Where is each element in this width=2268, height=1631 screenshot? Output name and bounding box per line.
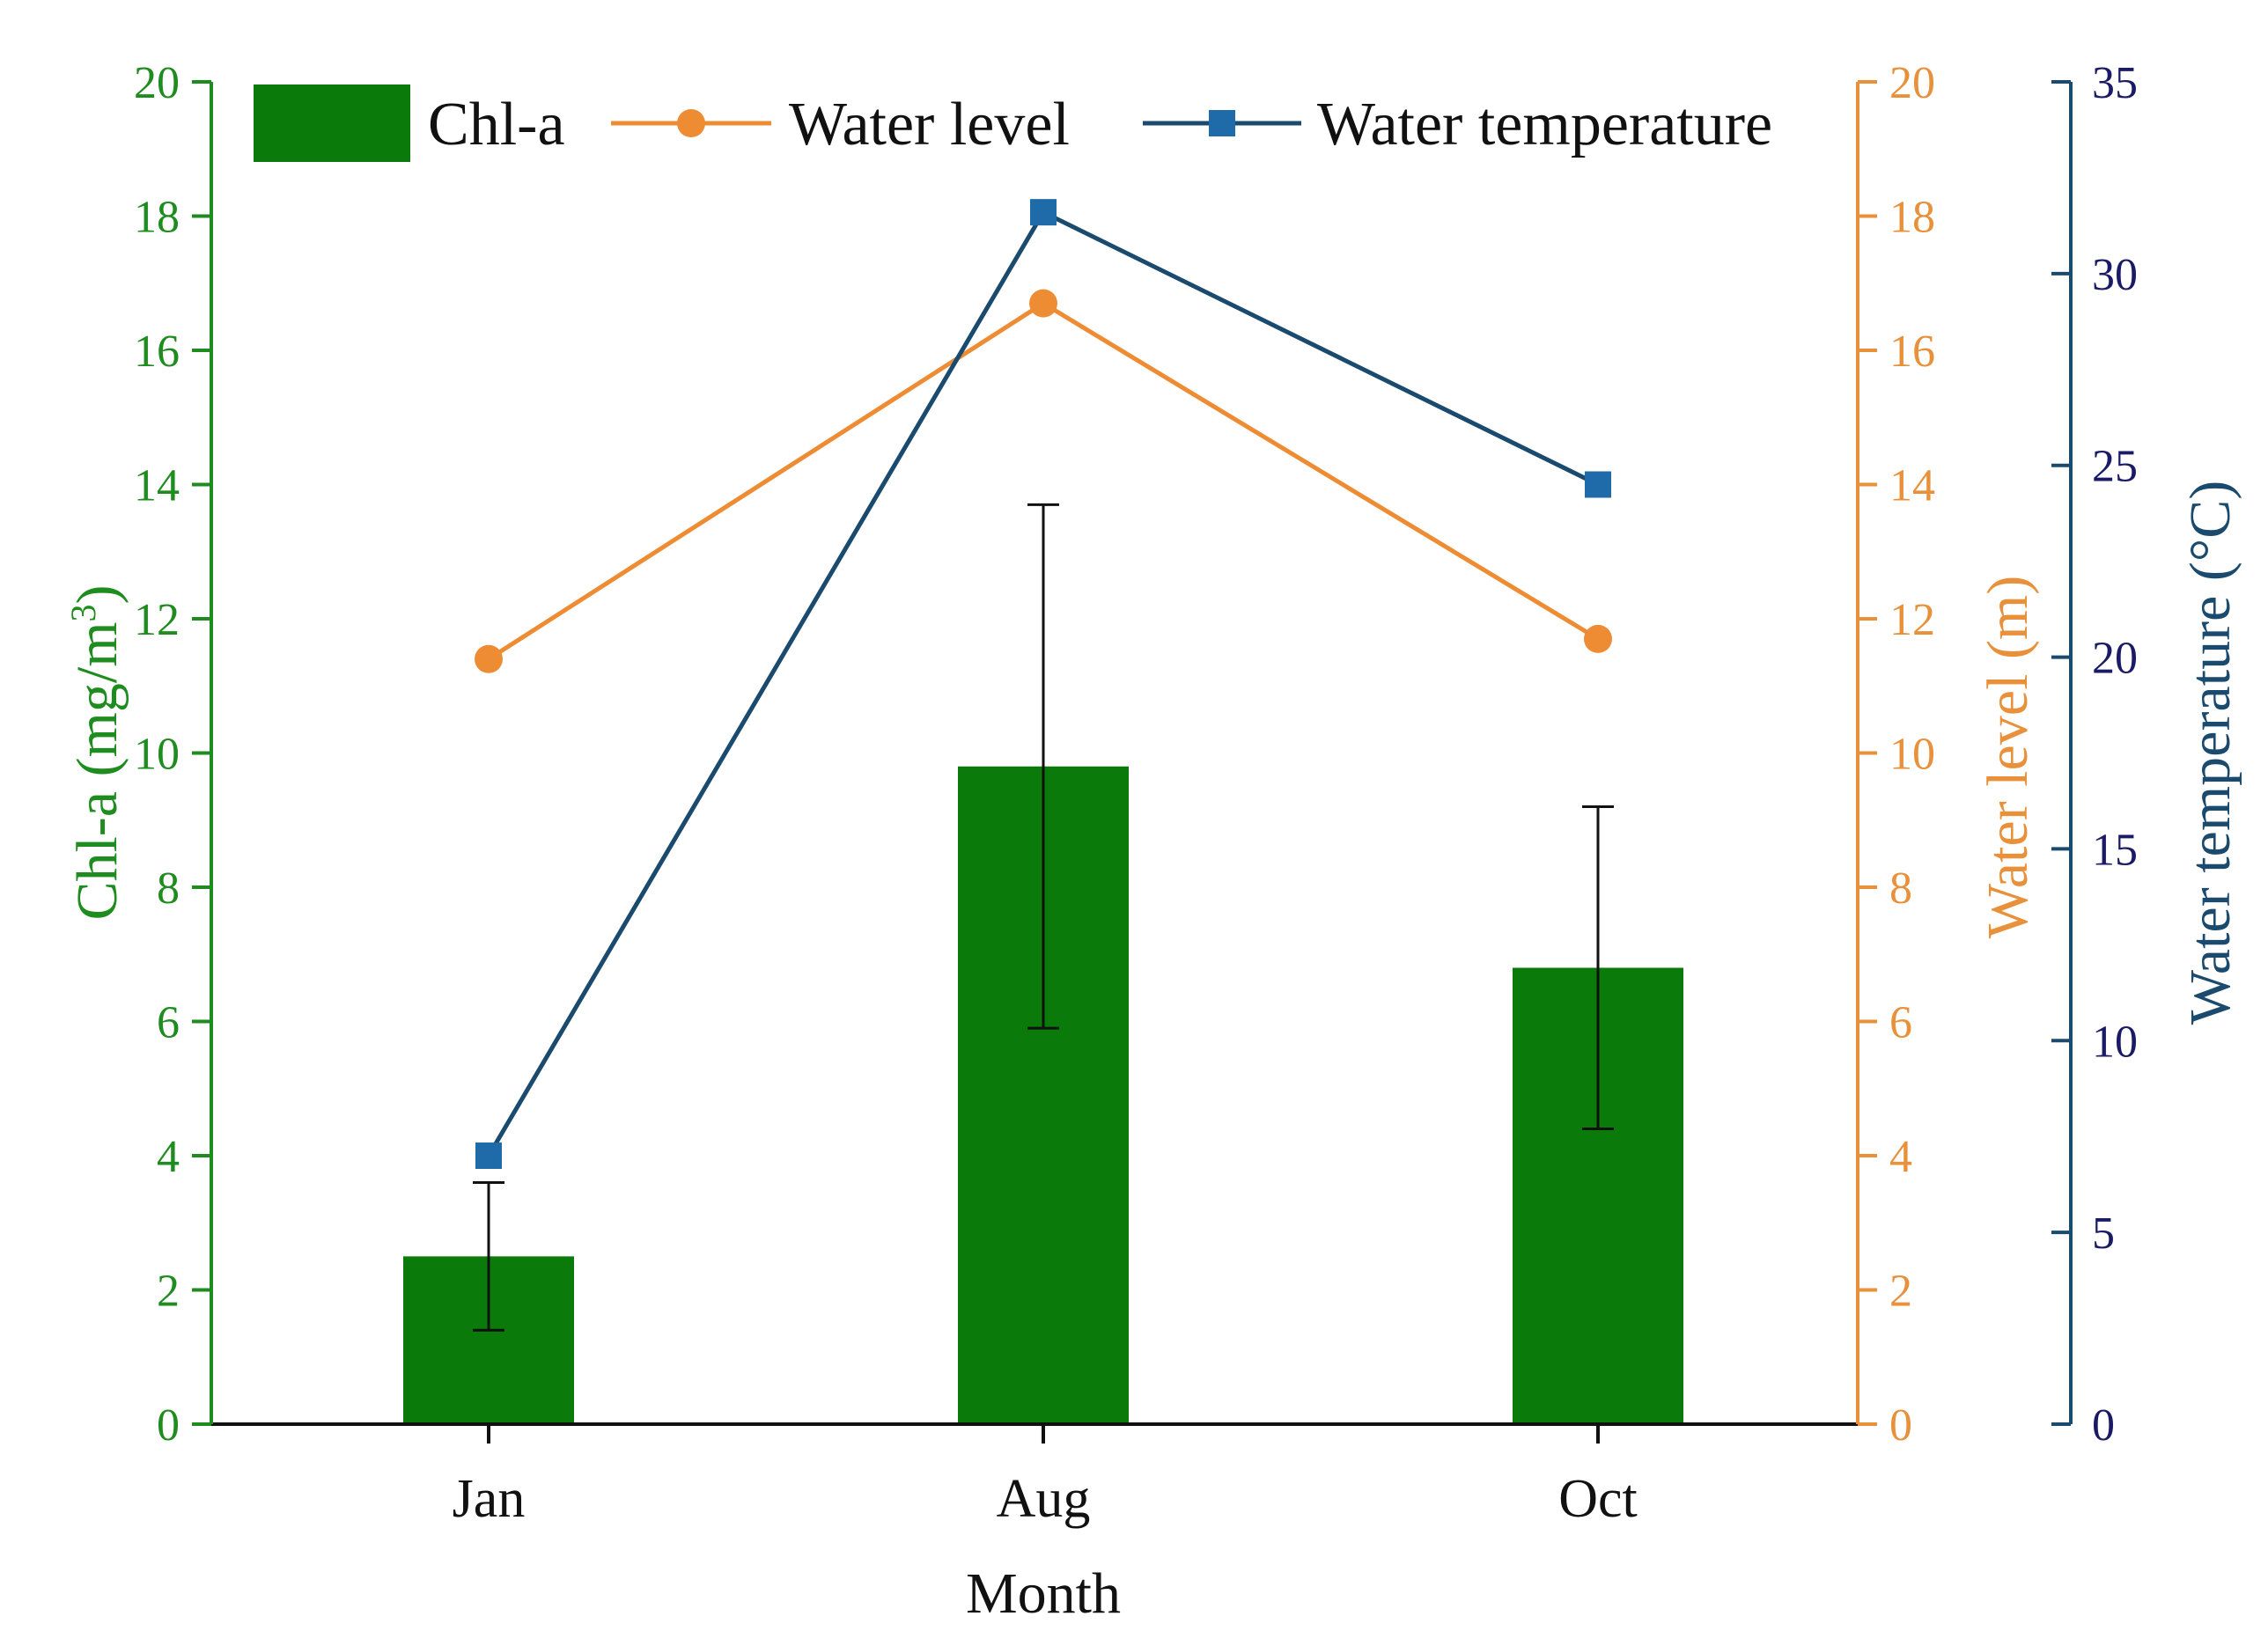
x-axis-title: Month — [966, 1561, 1121, 1626]
water-temperature-point — [475, 1142, 502, 1169]
level-tick-label: 20 — [1889, 58, 1935, 108]
legend-swatch-water-level-marker — [677, 109, 705, 137]
left-tick-label: 14 — [134, 461, 180, 511]
level-tick-label: 16 — [1889, 327, 1935, 377]
left-tick-label: 10 — [134, 730, 180, 780]
temperature-tick-label: 20 — [2092, 634, 2138, 684]
right-axis-title-level: Water level (m) — [1976, 576, 2040, 938]
left-tick-label: 8 — [157, 863, 180, 914]
legend-label-water-temperature: Water temperature — [1317, 91, 1772, 158]
legend-label-chl-a: Chl-a — [428, 91, 565, 158]
x-tick-label: Aug — [997, 1469, 1091, 1529]
left-tick-label: 18 — [134, 193, 180, 243]
level-tick-label: 4 — [1889, 1132, 1912, 1182]
legend-label-water-level: Water level — [789, 91, 1070, 158]
x-tick-label: Jan — [453, 1469, 526, 1529]
temperature-tick-label: 10 — [2092, 1017, 2138, 1067]
axes: Jan Aug Oct 0 2 4 6 8 10 12 14 16 18 20 0 2 4 6 8 10 12 14 16 1… — [134, 58, 2138, 1529]
left-tick-label: 2 — [157, 1267, 180, 1317]
x-tick-label: Oct — [1558, 1469, 1638, 1529]
left-axis-title-main: Chl-a (mg/m — [65, 621, 129, 920]
level-tick-label: 8 — [1889, 863, 1912, 914]
right-axis-title-temperature: Water temperature (°C) — [2178, 481, 2242, 1025]
legend-swatch-chl-a — [254, 84, 410, 162]
temperature-tick-label: 15 — [2092, 825, 2138, 875]
left-tick-label: 4 — [157, 1132, 180, 1182]
level-tick-label: 6 — [1889, 998, 1912, 1048]
left-tick-label: 20 — [134, 58, 180, 108]
temperature-tick-label: 35 — [2092, 58, 2138, 108]
left-axis-title-end: ) — [65, 584, 129, 604]
level-tick-label: 2 — [1889, 1267, 1912, 1317]
water-level-point — [1029, 289, 1057, 318]
left-tick-label: 0 — [157, 1400, 180, 1451]
level-tick-label: 14 — [1889, 461, 1935, 511]
legend-swatch-water-temperature-marker — [1209, 110, 1235, 136]
level-tick-label: 12 — [1889, 595, 1935, 645]
left-tick-label: 12 — [134, 595, 180, 645]
temperature-tick-label: 5 — [2092, 1209, 2115, 1259]
water-level-point — [1584, 624, 1612, 653]
level-tick-label: 18 — [1889, 193, 1935, 243]
level-tick-label: 0 — [1889, 1400, 1912, 1451]
temperature-tick-label: 25 — [2092, 442, 2138, 492]
error-bars — [473, 503, 1614, 1332]
water-temperature-point — [1585, 471, 1611, 498]
level-tick-label: 10 — [1889, 730, 1935, 780]
lines — [475, 199, 1612, 1169]
left-tick-label: 16 — [134, 327, 180, 377]
legend: Chl-a Water level Water temperature — [254, 84, 1772, 162]
water-temperature-point — [1030, 199, 1057, 226]
temperature-tick-label: 0 — [2092, 1400, 2115, 1451]
left-tick-label: 6 — [157, 998, 180, 1048]
left-axis-title-sup: 3 — [63, 604, 103, 621]
water-level-point — [475, 644, 503, 673]
left-axis-title: Chl-a (mg/m3) — [63, 584, 129, 920]
temperature-tick-label: 30 — [2092, 250, 2138, 300]
